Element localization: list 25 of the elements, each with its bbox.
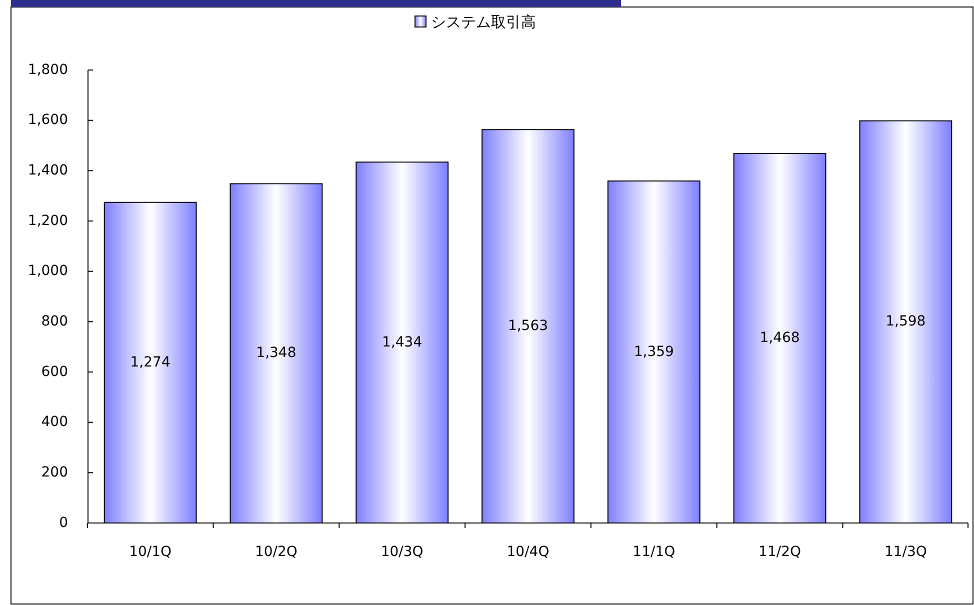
x-tick-label: 11/2Q <box>758 544 802 560</box>
data-label: 1,563 <box>508 318 548 334</box>
y-tick-label: 1,000 <box>28 263 68 280</box>
y-tick-label: 1,600 <box>28 112 68 128</box>
data-label: 1,359 <box>634 344 674 360</box>
legend-label: システム取引高 <box>431 13 536 31</box>
x-tick-label: 11/1Q <box>632 544 676 560</box>
x-tick-label: 10/1Q <box>129 544 172 560</box>
x-tick-label: 10/3Q <box>380 544 424 560</box>
x-tick-label: 10/2Q <box>254 544 298 560</box>
data-label: 1,348 <box>256 345 296 362</box>
y-tick-label: 1,200 <box>28 212 68 229</box>
data-label: 1,274 <box>130 354 170 371</box>
y-tick-label: 200 <box>41 464 68 480</box>
x-tick-label: 10/4Q <box>506 544 550 560</box>
y-tick-label: 0 <box>59 514 68 531</box>
y-tick-label: 1,400 <box>28 162 68 178</box>
data-label: 1,598 <box>886 314 926 330</box>
x-tick-label: 11/3Q <box>884 544 927 560</box>
y-tick-label: 400 <box>41 414 68 430</box>
data-label: 1,434 <box>382 334 422 350</box>
y-tick-label: 1,800 <box>28 62 68 78</box>
data-label: 1,468 <box>760 330 800 346</box>
y-tick-label: 800 <box>41 313 68 330</box>
y-tick-label: 600 <box>41 364 68 380</box>
